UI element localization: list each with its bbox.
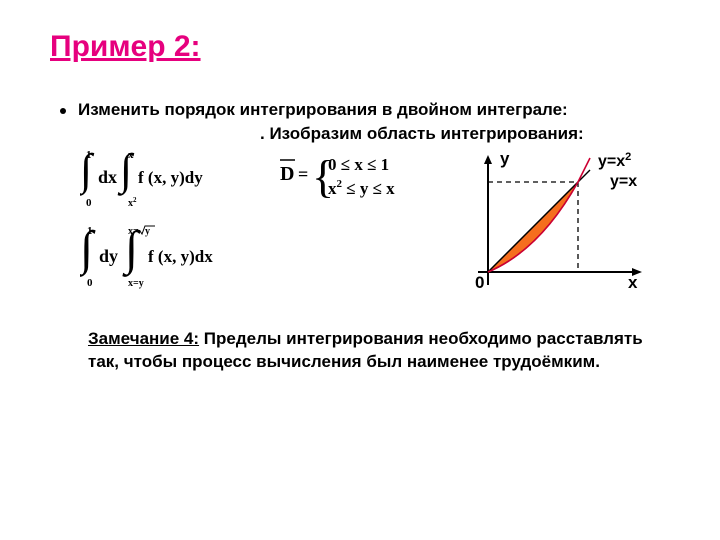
svg-text:1: 1 xyxy=(86,149,92,161)
sub-line: . Изобразим область интегрирования: xyxy=(260,124,584,144)
svg-text:f (x, y)dy: f (x, y)dy xyxy=(138,168,203,187)
formula-integral-2: ∫ 0 1 dy ∫ x=y x= y f (x, y)dx xyxy=(80,222,270,295)
remark-paragraph: Замечание 4: Пределы интегрирования необ… xyxy=(88,328,648,374)
formula-domain: D = { 0 ≤ x ≤ 1 x2 ≤ y ≤ x xyxy=(280,152,460,215)
svg-text:x: x xyxy=(128,149,134,161)
integration-region-graph: y x 0 y=x2 y=x xyxy=(470,150,670,315)
svg-text:0: 0 xyxy=(86,197,92,208)
svg-text:y: y xyxy=(145,226,150,237)
page-title: Пример 2: xyxy=(50,30,201,64)
svg-text:y: y xyxy=(500,150,510,168)
bullet-dot-icon xyxy=(60,108,66,114)
svg-text:0: 0 xyxy=(475,273,484,292)
svg-text:D: D xyxy=(280,163,294,185)
svg-text:f (x, y)dx: f (x, y)dx xyxy=(148,247,213,266)
svg-text:0: 0 xyxy=(87,277,93,289)
svg-text:x2: x2 xyxy=(128,196,137,208)
svg-text:y=x: y=x xyxy=(610,173,637,190)
svg-text:x=y: x=y xyxy=(128,278,144,289)
bullet-line: Изменить порядок интегрирования в двойно… xyxy=(60,100,568,120)
svg-text:1: 1 xyxy=(87,225,93,237)
svg-text:dx: dx xyxy=(98,167,117,187)
svg-text:0 ≤ x ≤ 1: 0 ≤ x ≤ 1 xyxy=(328,155,389,174)
svg-text:x2 ≤ y ≤ x: x2 ≤ y ≤ x xyxy=(328,178,395,198)
svg-text:dy: dy xyxy=(99,246,118,266)
svg-text:=: = xyxy=(298,164,308,184)
remark-label: Замечание 4: xyxy=(88,329,199,348)
bullet-text: Изменить порядок интегрирования в двойно… xyxy=(78,100,568,119)
svg-text:x=: x= xyxy=(128,226,139,237)
svg-text:x: x xyxy=(628,273,638,292)
formula-integral-1: ∫ 0 1 dx ∫ x2 x f (x, y)dy xyxy=(80,148,250,213)
svg-text:y=x2: y=x2 xyxy=(598,151,631,170)
